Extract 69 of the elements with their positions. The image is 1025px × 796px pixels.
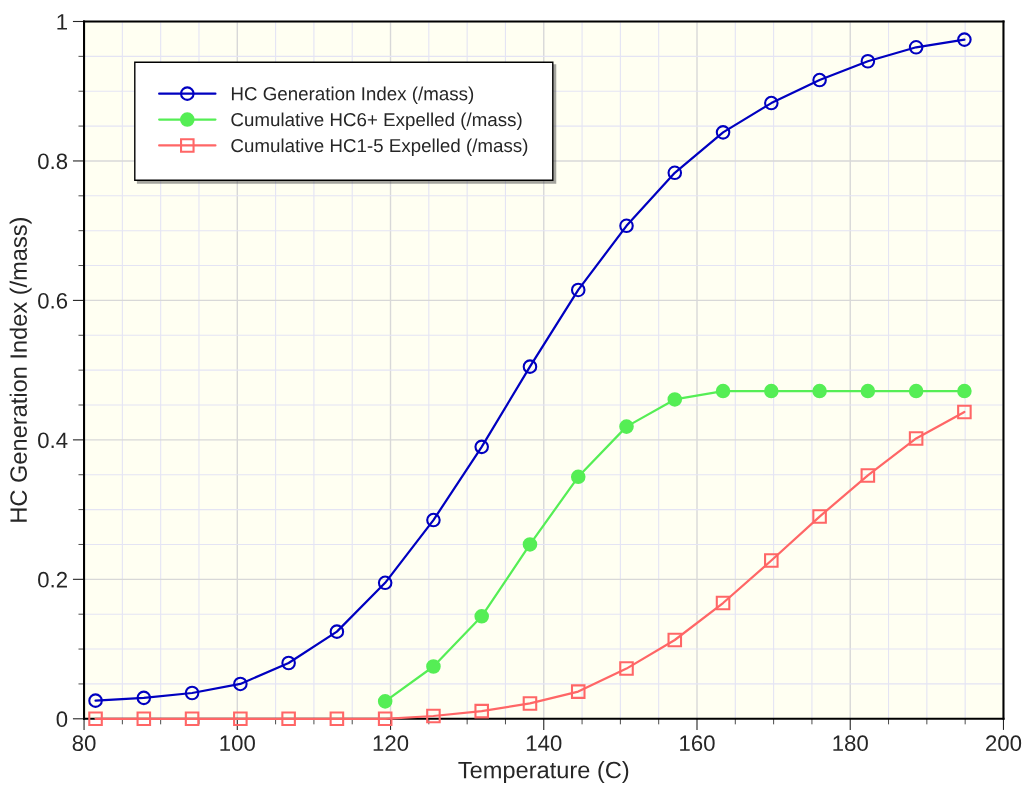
point (715, 383, 731, 399)
y-tick-label: 0.8 (38, 153, 68, 170)
legend-label: HC Generation Index (/mass) (231, 86, 474, 105)
x-axis-title: Temperature (C) (458, 761, 629, 784)
point (860, 53, 876, 69)
x-tick-label: 100 (220, 735, 255, 752)
x-tick-label: 200 (986, 735, 1022, 752)
point (619, 419, 634, 434)
point (570, 684, 586, 699)
x-tick-label: 120 (373, 735, 409, 752)
point (329, 624, 345, 639)
point (570, 469, 586, 485)
point (619, 661, 634, 676)
legend-label: Cumulative HC6+ Expelled (/mass) (231, 112, 522, 131)
point (812, 72, 827, 88)
point (957, 383, 972, 399)
point (812, 383, 827, 399)
point (377, 711, 393, 727)
point (233, 711, 248, 727)
point (281, 655, 296, 671)
point (715, 595, 731, 611)
point (426, 659, 441, 674)
x-tick-label: 160 (680, 735, 715, 752)
point (474, 439, 489, 455)
point (88, 693, 103, 708)
point (908, 431, 924, 446)
point (377, 575, 393, 591)
point (715, 125, 731, 140)
point (908, 383, 924, 399)
point (764, 383, 779, 399)
x-tick-label: 80 (72, 735, 96, 752)
point (764, 553, 779, 568)
y-tick-label: 0.2 (38, 571, 67, 588)
y-tick-label: 0.4 (38, 432, 68, 449)
point (667, 392, 683, 407)
point (184, 711, 200, 727)
point (184, 685, 200, 701)
legend-label: Cumulative HC1-5 Expelled (/mass) (231, 138, 528, 156)
point (474, 703, 489, 719)
point (377, 694, 393, 709)
point (570, 282, 586, 298)
point (281, 711, 296, 727)
point (426, 708, 441, 724)
point (667, 165, 683, 181)
point (522, 537, 538, 552)
point (522, 359, 538, 374)
point (764, 95, 779, 111)
y-tick-label: 0 (56, 711, 68, 728)
point (522, 696, 538, 711)
point (957, 404, 972, 420)
x-tick-label: 140 (526, 735, 562, 752)
point (233, 676, 248, 692)
point (329, 711, 345, 727)
y-axis-title: HC Generation Index (/mass) (9, 218, 32, 522)
point (667, 632, 683, 648)
y-tick-label: 0.6 (38, 292, 68, 309)
point (136, 690, 152, 706)
point (860, 468, 876, 483)
point (88, 711, 103, 727)
point (812, 509, 827, 524)
point (136, 711, 152, 727)
x-tick-label: 180 (833, 735, 868, 752)
point (860, 383, 876, 399)
point (426, 512, 441, 528)
point (474, 609, 489, 624)
y-tick-label: 1 (57, 14, 67, 30)
point (908, 40, 924, 55)
point (619, 218, 634, 234)
point (957, 32, 972, 47)
